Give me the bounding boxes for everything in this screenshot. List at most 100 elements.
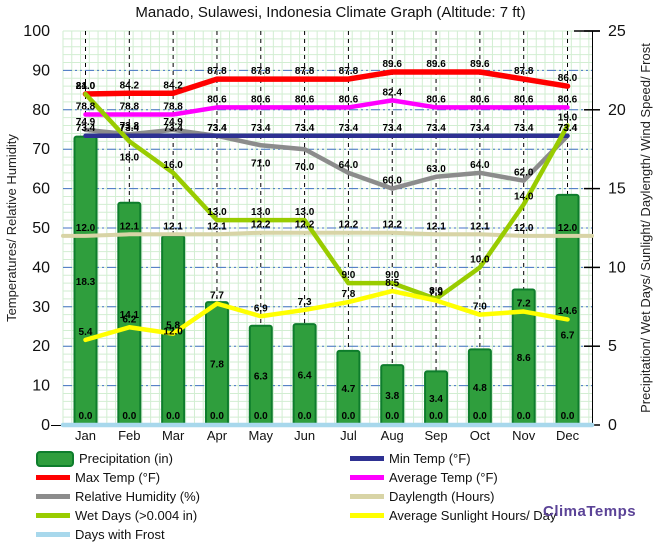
- max-temp-swatch-icon: [36, 475, 70, 480]
- svg-text:89.6: 89.6: [383, 59, 403, 70]
- svg-text:73.4: 73.4: [120, 123, 140, 134]
- legend-label: Relative Humidity (%): [75, 489, 200, 504]
- svg-text:86.0: 86.0: [558, 73, 578, 84]
- svg-text:73.4: 73.4: [514, 123, 534, 134]
- legend-column-right: Min Temp (°F) Average Temp (°F) Daylength …: [350, 449, 556, 525]
- svg-text:20: 20: [608, 102, 626, 119]
- svg-text:84.2: 84.2: [163, 80, 183, 91]
- svg-text:6.3: 6.3: [254, 371, 268, 382]
- svg-text:90: 90: [32, 62, 50, 79]
- svg-text:Dec: Dec: [556, 428, 580, 443]
- svg-text:87.8: 87.8: [339, 66, 359, 77]
- svg-text:0.0: 0.0: [210, 411, 224, 422]
- relative-humidity-swatch-icon: [36, 494, 70, 499]
- precipitation-swatch-icon: [36, 450, 74, 467]
- svg-text:84.2: 84.2: [120, 80, 140, 91]
- svg-text:3.8: 3.8: [385, 391, 399, 402]
- svg-text:12.1: 12.1: [470, 221, 490, 232]
- svg-text:71.0: 71.0: [251, 158, 271, 169]
- svg-text:89.6: 89.6: [470, 59, 490, 70]
- svg-text:9.0: 9.0: [341, 270, 355, 281]
- svg-text:12.2: 12.2: [339, 220, 359, 231]
- legend-label: Min Temp (°F): [389, 451, 471, 466]
- legend-label: Daylength (Hours): [389, 489, 495, 504]
- svg-text:82.4: 82.4: [383, 87, 403, 98]
- series-line-max-temp-f-: [82, 69, 571, 97]
- svg-text:70.0: 70.0: [295, 162, 315, 173]
- svg-text:73.4: 73.4: [470, 123, 490, 134]
- svg-text:7.3: 7.3: [298, 297, 312, 308]
- svg-text:0.0: 0.0: [429, 411, 443, 422]
- svg-text:10: 10: [32, 378, 50, 395]
- svg-text:7.0: 7.0: [473, 302, 487, 313]
- svg-text:14.6: 14.6: [558, 306, 578, 317]
- legend-label: Average Temp (°F): [389, 470, 498, 485]
- svg-text:Feb: Feb: [118, 428, 140, 443]
- svg-text:13.0: 13.0: [251, 207, 271, 218]
- svg-text:6.7: 6.7: [561, 330, 575, 341]
- svg-text:12.1: 12.1: [426, 221, 446, 232]
- svg-text:78.8: 78.8: [163, 102, 183, 113]
- svg-text:Jul: Jul: [340, 428, 357, 443]
- svg-text:20: 20: [32, 338, 50, 355]
- svg-text:12.0: 12.0: [163, 326, 183, 337]
- wet-days-swatch-icon: [36, 513, 70, 518]
- svg-text:14.0: 14.0: [514, 191, 534, 202]
- svg-text:6.4: 6.4: [298, 371, 312, 382]
- svg-text:7.8: 7.8: [341, 289, 355, 300]
- svg-text:16.0: 16.0: [163, 160, 183, 171]
- svg-text:4.8: 4.8: [473, 383, 487, 394]
- svg-text:6.2: 6.2: [122, 314, 136, 325]
- svg-text:73.4: 73.4: [207, 123, 227, 134]
- svg-text:Mar: Mar: [162, 428, 185, 443]
- svg-text:5: 5: [608, 338, 617, 355]
- svg-text:12.2: 12.2: [295, 220, 315, 231]
- svg-text:10.0: 10.0: [470, 254, 490, 265]
- min-temp-swatch-icon: [350, 456, 384, 461]
- svg-text:73.4: 73.4: [76, 123, 96, 134]
- svg-text:8.0: 8.0: [429, 286, 443, 297]
- sunlight-hours-swatch-icon: [350, 513, 384, 518]
- series-bars-precipitation: [73, 135, 580, 427]
- svg-text:Jan: Jan: [75, 428, 96, 443]
- month-labels: Jan Feb Mar Apr May Jun Jul Aug Sep Oct Nov Dec: [75, 428, 580, 443]
- svg-text:89.6: 89.6: [426, 59, 446, 70]
- legend-item-sunlight-hours: Average Sunlight Hours/ Day: [350, 506, 556, 525]
- legend-column-left: Precipitation (in) Max Temp (°F) Relative …: [36, 449, 200, 543]
- svg-text:8.5: 8.5: [385, 278, 399, 289]
- legend-label: Average Sunlight Hours/ Day: [389, 508, 557, 523]
- series-line-average-sunlight-hours-day: [83, 288, 570, 343]
- svg-text:18.3: 18.3: [76, 277, 96, 288]
- svg-text:73.4: 73.4: [295, 123, 315, 134]
- svg-text:78.8: 78.8: [76, 102, 96, 113]
- svg-text:73.4: 73.4: [558, 123, 578, 134]
- series-line-relative-humidity-: [83, 127, 570, 191]
- svg-text:18.0: 18.0: [120, 152, 140, 163]
- svg-text:0: 0: [608, 417, 617, 434]
- svg-text:70: 70: [32, 141, 50, 158]
- svg-text:73.4: 73.4: [426, 123, 446, 134]
- svg-text:80.6: 80.6: [558, 94, 578, 105]
- svg-text:5.4: 5.4: [79, 327, 93, 338]
- svg-text:80.6: 80.6: [207, 94, 227, 105]
- svg-text:7.2: 7.2: [517, 299, 531, 310]
- svg-text:12.0: 12.0: [558, 223, 578, 234]
- average-temp-swatch-icon: [350, 475, 384, 480]
- svg-text:80.6: 80.6: [426, 94, 446, 105]
- svg-text:7.9: 7.9: [429, 287, 443, 298]
- svg-text:62.0: 62.0: [514, 168, 534, 179]
- svg-text:12.0: 12.0: [514, 223, 534, 234]
- svg-text:30: 30: [32, 299, 50, 316]
- legend-item-relative-humidity: Relative Humidity (%): [36, 487, 200, 506]
- svg-text:60: 60: [32, 181, 50, 198]
- svg-text:87.8: 87.8: [295, 66, 315, 77]
- svg-text:100: 100: [23, 23, 50, 40]
- legend-label: Wet Days (>0.004 in): [75, 508, 198, 523]
- legend-item-days-with-frost: Days with Frost: [36, 525, 200, 543]
- svg-text:87.8: 87.8: [251, 66, 271, 77]
- svg-text:9.0: 9.0: [385, 270, 399, 281]
- svg-text:12.1: 12.1: [163, 221, 183, 232]
- legend-item-average-temp: Average Temp (°F): [350, 468, 556, 487]
- svg-text:Nov: Nov: [512, 428, 536, 443]
